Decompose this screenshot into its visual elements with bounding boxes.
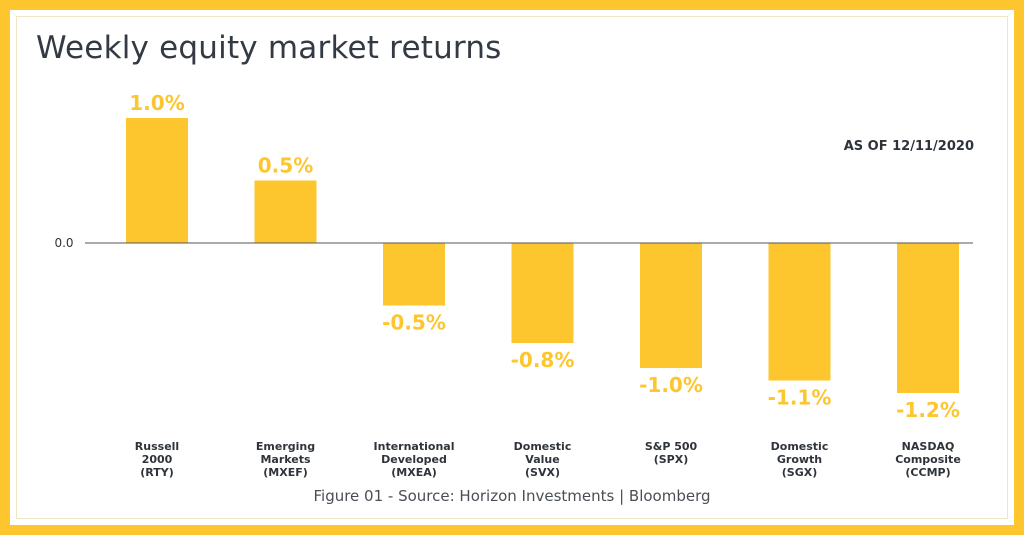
category-label-4-0: S&P 500 xyxy=(645,440,698,453)
zero-axis-label: 0.0 xyxy=(54,236,73,250)
category-label-6-2: (CCMP) xyxy=(905,466,950,479)
value-label-4: -1.0% xyxy=(639,373,703,397)
category-label-0-2: (RTY) xyxy=(140,466,174,479)
category-label-0-0: Russell xyxy=(135,440,179,453)
bar-6 xyxy=(897,243,959,393)
category-label-1-1: Markets xyxy=(260,453,311,466)
category-label-5-1: Growth xyxy=(777,453,822,466)
inner-frame xyxy=(16,16,1008,519)
value-label-6: -1.2% xyxy=(896,398,960,422)
category-label-1-2: (MXEF) xyxy=(263,466,308,479)
category-label-2-2: (MXEA) xyxy=(391,466,437,479)
category-label-6-0: NASDAQ xyxy=(902,440,955,453)
category-label-6-1: Composite xyxy=(895,453,961,466)
category-label-4-1: (SPX) xyxy=(654,453,689,466)
bar-5 xyxy=(768,243,831,381)
category-label-3-1: Value xyxy=(525,453,559,466)
bar-0 xyxy=(126,118,188,243)
bar-1 xyxy=(254,180,317,243)
category-label-2-1: Developed xyxy=(381,453,447,466)
bar-3 xyxy=(511,243,574,343)
category-label-0-1: 2000 xyxy=(142,453,173,466)
category-label-5-2: (SGX) xyxy=(782,466,818,479)
value-label-3: -0.8% xyxy=(511,348,575,372)
category-label-3-2: (SVX) xyxy=(525,466,560,479)
value-label-5: -1.1% xyxy=(768,386,832,410)
page-title: Weekly equity market returns xyxy=(36,30,502,66)
value-label-0: 1.0% xyxy=(129,91,184,115)
category-label-3-0: Domestic xyxy=(514,440,572,453)
figure-source: Figure 01 - Source: Horizon Investments … xyxy=(313,487,711,505)
category-label-2-0: International xyxy=(374,440,455,453)
category-label-5-0: Domestic xyxy=(771,440,829,453)
bar-2 xyxy=(383,243,445,306)
bar-4 xyxy=(640,243,702,368)
value-label-1: 0.5% xyxy=(258,154,313,178)
category-label-1-0: Emerging xyxy=(256,440,315,453)
value-label-2: -0.5% xyxy=(382,311,446,335)
as-of-date: AS OF 12/11/2020 xyxy=(843,139,974,154)
